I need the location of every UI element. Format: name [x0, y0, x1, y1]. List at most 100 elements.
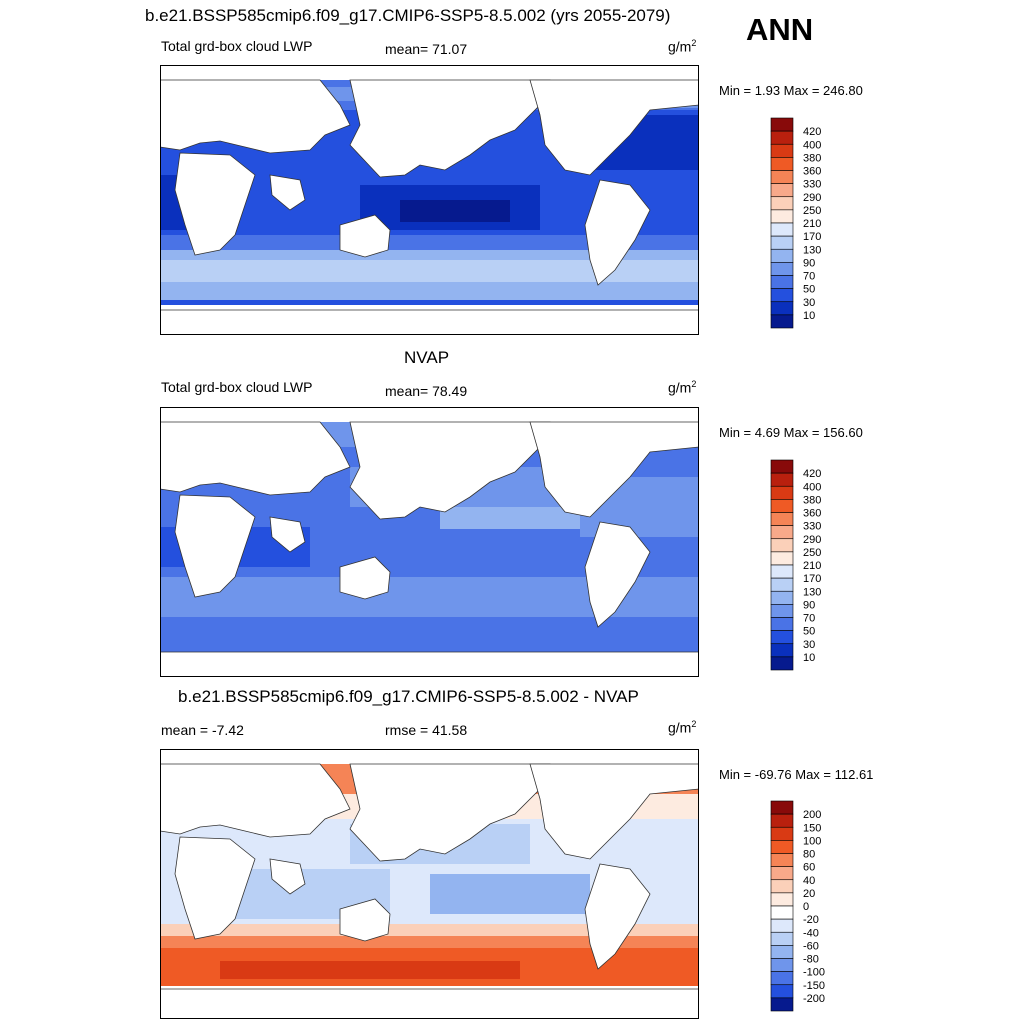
panel-2-colorbar-swatch [770, 472, 794, 487]
panel-3-colorbar-label: 80 [803, 849, 815, 861]
panel-1-colorbar-swatch [770, 262, 794, 276]
panel-1-colorbar-label: 210 [803, 218, 821, 230]
panel-3-rmse-label: rmse = 41.58 [385, 722, 468, 738]
panel-1-units: g/m2 [668, 38, 697, 55]
panel-2-colorbar-swatch [770, 499, 794, 513]
panel-2-colorbar-swatch [770, 525, 794, 540]
panel-1-colorbar-label: 250 [803, 205, 821, 217]
panel-1-colorbar-label: 290 [803, 192, 821, 204]
panel-3-colorbar-label: 0 [803, 901, 809, 913]
panel-1-colorbar-label: 90 [803, 257, 815, 269]
panel-2-colorbar-label: 250 [803, 547, 821, 559]
panel-3-map [160, 749, 699, 1019]
panel-2-map [160, 407, 699, 677]
panel-3-colorbar-swatch [770, 918, 794, 933]
panel-1-colorbar-swatch [770, 275, 794, 289]
panel-3-colorbar-swatch [770, 840, 794, 854]
panel-3-colorbar-label: 60 [803, 862, 815, 874]
panel-1-colorbar-swatch [770, 183, 794, 198]
panel-1-land [160, 79, 699, 335]
panel-3-colorbar-swatch [770, 892, 794, 907]
panel-2-colorbar-label: 50 [803, 626, 815, 638]
panel-3-colorbar-label: -20 [803, 914, 819, 926]
panel-3-colorbar-swatch [770, 800, 794, 815]
panel-1-colorbar-swatch [770, 288, 794, 303]
panel-3-colorbar-label: 150 [803, 822, 821, 834]
panel-2-colorbar-swatch [770, 538, 794, 553]
panel-2-colorbar-label: 10 [803, 652, 815, 664]
panel-2-colorbar-swatch [770, 656, 794, 671]
panel-2-colorbar-label: 130 [803, 586, 821, 598]
panel-2-colorbar-label: 360 [803, 508, 821, 520]
panel-1-colorbar-swatch [770, 209, 794, 224]
panel-1-colorbar-label: 420 [803, 126, 821, 138]
panel-2-colorbar-swatch [770, 577, 794, 592]
panel-3-colorbar-swatch [770, 984, 794, 999]
panel-3-colorbar-swatch [770, 826, 794, 841]
panel-3-land [160, 763, 699, 1019]
panel-2-colorbar-label: 70 [803, 613, 815, 625]
panel-3-colorbar-label: -60 [803, 940, 819, 952]
panel-1-colorbar-swatch [770, 222, 794, 237]
panel-1-variable-label: Total grd-box cloud LWP [161, 38, 313, 54]
panel-1-colorbar-label: 70 [803, 271, 815, 283]
panel-1-mean-label: mean= 71.07 [385, 41, 468, 57]
panel-2-colorbar-label: 290 [803, 534, 821, 546]
panel-3-colorbar-label: 20 [803, 888, 815, 900]
panel-3-colorbar-swatch [770, 997, 794, 1012]
panel-2-title: NVAP [404, 348, 450, 367]
panel-2-units: g/m2 [668, 379, 697, 396]
panel-2-colorbar-label: 210 [803, 560, 821, 572]
panel-1-colorbar-swatch [770, 117, 794, 132]
panel-3-colorbar-label: -150 [803, 980, 825, 992]
panel-1-colorbar-swatch [770, 314, 794, 329]
panel-1-colorbar-label: 30 [803, 297, 815, 309]
panel-3-colorbar-swatch [770, 945, 794, 959]
panel-1-colorbar-swatch [770, 301, 794, 316]
panel-3-colorbar: 200150100806040200-20-40-60-80-100-150-2… [770, 800, 825, 1012]
panel-3-colorbar-swatch [770, 905, 794, 920]
panel-1-colorbar-label: 330 [803, 179, 821, 191]
panel-3-colorbar-label: 40 [803, 875, 815, 887]
panel-2-variable-label: Total grd-box cloud LWP [161, 379, 313, 395]
panel-2-colorbar-swatch [770, 604, 794, 618]
panel-3-colorbar-label: 100 [803, 835, 821, 847]
panel-3-colorbar-label: -200 [803, 993, 825, 1005]
panel-2-colorbar-swatch [770, 551, 794, 566]
panel-3-colorbar-swatch [770, 866, 794, 881]
panel-1-colorbar-label: 380 [803, 152, 821, 164]
panel-2-colorbar-label: 30 [803, 639, 815, 651]
season-label: ANN [746, 12, 814, 47]
panel-1-colorbar-swatch [770, 130, 794, 145]
panel-2-land [160, 421, 699, 677]
panel-3-colorbar-label: -80 [803, 954, 819, 966]
panel-2-colorbar-swatch [770, 617, 794, 631]
panel-1-colorbar-swatch [770, 170, 794, 184]
panel-1-map [160, 65, 699, 335]
panel-3-colorbar-swatch [770, 853, 794, 867]
panel-1-colorbar-label: 360 [803, 166, 821, 178]
panel-2-colorbar-label: 170 [803, 573, 821, 585]
panel-2-colorbar-swatch [770, 643, 794, 658]
panel-2-colorbar-swatch [770, 630, 794, 645]
panel-3-colorbar-swatch [770, 879, 794, 894]
panel-2-mean-label: mean= 78.49 [385, 383, 468, 399]
panel-2-colorbar-label: 400 [803, 481, 821, 493]
panel-3-colorbar-swatch [770, 958, 794, 972]
panel-3-colorbar-label: -40 [803, 927, 819, 939]
panel-1-colorbar-label: 10 [803, 310, 815, 322]
panel-1-colorbar-label: 50 [803, 284, 815, 296]
panel-2-colorbar-swatch [770, 590, 794, 605]
panel-3-colorbar-swatch [770, 813, 794, 828]
panel-3-title: b.e21.BSSP585cmip6.f09_g17.CMIP6-SSP5-8.… [178, 687, 639, 706]
panel-1-colorbar-swatch [770, 143, 794, 158]
panel-3-units: g/m2 [668, 719, 697, 736]
panel-2-colorbar-swatch [770, 512, 794, 526]
panel-3-mean-label: mean = -7.42 [161, 722, 244, 738]
panel-3-minmax: Min = -69.76 Max = 112.61 [719, 767, 874, 782]
panel-2-colorbar-swatch [770, 564, 794, 579]
panel-1-colorbar-label: 400 [803, 139, 821, 151]
panel-2-colorbar-swatch [770, 459, 794, 474]
